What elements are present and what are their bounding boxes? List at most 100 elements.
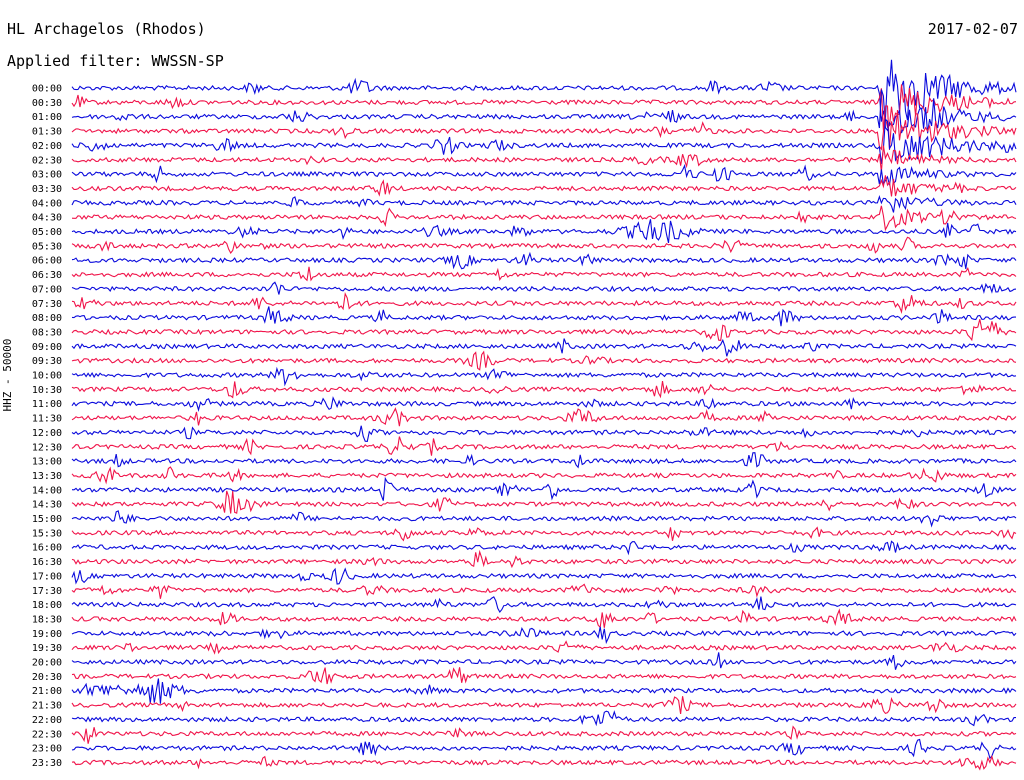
trace-row-0100 — [71, 89, 1017, 134]
trace-row-1730 — [71, 583, 1017, 599]
row-label: 03:30 — [32, 184, 62, 195]
trace-row-0330 — [71, 175, 1017, 197]
trace-row-0800 — [71, 306, 1016, 327]
row-label: 05:00 — [32, 227, 62, 238]
trace-row-0700 — [71, 281, 1017, 295]
row-label: 21:30 — [32, 701, 62, 712]
row-label: 00:30 — [32, 98, 62, 109]
trace-row-0130 — [71, 105, 1017, 151]
trace-row-0930 — [71, 350, 1017, 371]
row-label: 16:00 — [32, 543, 62, 554]
trace-row-2330 — [71, 754, 1017, 771]
trace-row-0530 — [71, 236, 1017, 254]
row-label: 07:30 — [32, 299, 62, 310]
trace-row-0230 — [71, 145, 1017, 172]
trace-row-2000 — [71, 652, 1017, 670]
trace-row-0500 — [71, 219, 1017, 244]
trace-row-0600 — [71, 251, 1017, 270]
row-label: 06:00 — [32, 256, 62, 267]
row-label: 04:30 — [32, 213, 62, 224]
filter-label: Applied filter: WWSSN-SP — [7, 52, 224, 70]
trace-row-2030 — [71, 667, 1017, 685]
row-label: 10:00 — [32, 371, 62, 382]
trace-row-0400 — [71, 195, 1017, 213]
row-label: 13:00 — [32, 457, 62, 468]
row-label: 21:00 — [32, 686, 62, 697]
row-label: 22:00 — [32, 715, 62, 726]
row-label: 23:30 — [32, 758, 62, 769]
row-label: 01:30 — [32, 127, 62, 138]
row-label: 09:00 — [32, 342, 62, 353]
trace-row-1600 — [71, 540, 1017, 556]
row-label: 08:30 — [32, 327, 62, 338]
row-label: 17:00 — [32, 571, 62, 582]
trace-row-1800 — [71, 596, 1017, 613]
row-label: 04:00 — [32, 198, 62, 209]
row-label: 19:30 — [32, 643, 62, 654]
row-label: 12:30 — [32, 442, 62, 453]
trace-row-0300 — [71, 164, 1017, 187]
row-label: 14:00 — [32, 485, 62, 496]
trace-row-1330 — [71, 466, 1017, 485]
row-label: 11:30 — [32, 414, 62, 425]
trace-row-1930 — [71, 640, 1017, 655]
trace-row-1130 — [71, 407, 1017, 427]
trace-row-2130 — [71, 696, 1017, 715]
trace-row-2300 — [71, 738, 1017, 760]
row-label: 19:00 — [32, 629, 62, 640]
row-label: 10:30 — [32, 385, 62, 396]
trace-row-1900 — [71, 626, 1017, 645]
row-label: 03:00 — [32, 170, 62, 181]
trace-row-1700 — [71, 567, 1017, 585]
row-label: 05:30 — [32, 241, 62, 252]
station-title: HL Archagelos (Rhodos) — [7, 20, 206, 38]
trace-row-1430 — [71, 490, 1017, 514]
trace-row-1300 — [71, 452, 1017, 469]
trace-row-1200 — [71, 425, 1017, 442]
trace-row-1630 — [71, 549, 1017, 569]
row-label: 18:30 — [32, 614, 62, 625]
row-label: 01:00 — [32, 112, 62, 123]
row-label: 22:30 — [32, 729, 62, 740]
trace-row-2200 — [71, 710, 1016, 727]
trace-row-1100 — [71, 396, 1017, 412]
row-label: 18:00 — [32, 600, 62, 611]
row-label: 02:00 — [32, 141, 62, 152]
trace-row-1500 — [71, 510, 1017, 528]
trace-row-1830 — [71, 608, 1017, 629]
row-labels: 00:00 00:30 01:00 01:30 02:00 02:30 03:00 03:30… — [32, 84, 62, 769]
trace-row-1030 — [71, 381, 1017, 399]
row-label: 14:30 — [32, 500, 62, 511]
trace-row-0030 — [71, 84, 1017, 131]
row-label: 02:30 — [32, 155, 62, 166]
row-label: 16:30 — [32, 557, 62, 568]
row-label: 13:30 — [32, 471, 62, 482]
trace-row-0000 — [71, 59, 1017, 122]
row-label: 17:30 — [32, 586, 62, 597]
trace-row-0430 — [71, 205, 1017, 232]
trace-row-0630 — [71, 266, 1017, 282]
trace-row-0730 — [71, 291, 1017, 315]
row-label: 09:30 — [32, 356, 62, 367]
trace-rows — [71, 59, 1017, 771]
trace-row-1530 — [71, 526, 1017, 542]
trace-row-0830 — [71, 319, 1017, 342]
row-label: 15:30 — [32, 528, 62, 539]
trace-row-0200 — [71, 118, 1017, 164]
date-label: 2017-02-07 — [927, 20, 1018, 38]
trace-row-0900 — [71, 338, 1017, 357]
row-label: 12:00 — [32, 428, 62, 439]
row-label: 23:00 — [32, 744, 62, 755]
row-label: 20:30 — [32, 672, 62, 683]
row-label: 08:00 — [32, 313, 62, 324]
row-label: 00:00 — [32, 84, 62, 95]
trace-row-2230 — [71, 725, 1017, 744]
trace-row-1000 — [71, 366, 1017, 387]
row-label: 20:00 — [32, 658, 62, 669]
row-label: 11:00 — [32, 399, 62, 410]
row-label: 07:00 — [32, 284, 62, 295]
trace-row-1400 — [71, 476, 1017, 501]
trace-row-2100 — [71, 678, 1017, 704]
trace-row-1230 — [71, 436, 1017, 456]
